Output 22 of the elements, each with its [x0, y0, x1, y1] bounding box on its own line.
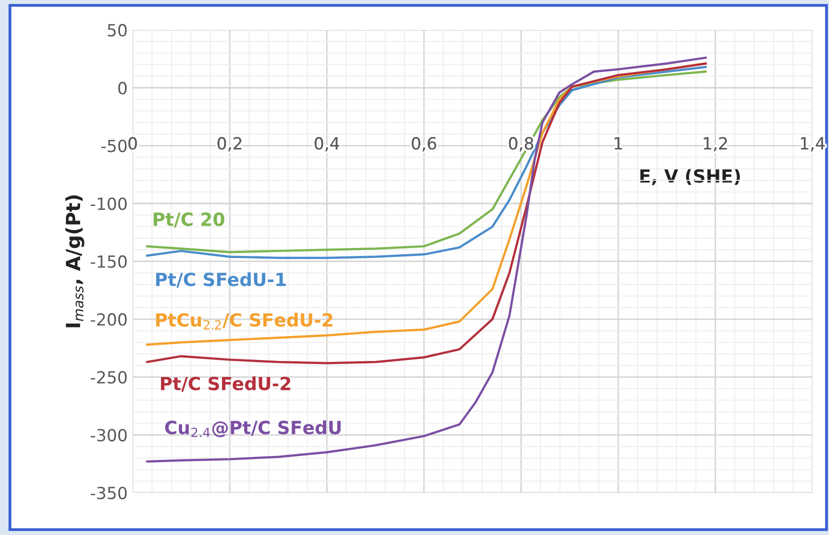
x-tick-label: 0,6 — [412, 137, 436, 152]
y-tick-label: -200 — [90, 313, 127, 326]
x-tick-label: 0 — [128, 137, 137, 150]
x-tick-label: 0,4 — [314, 137, 340, 152]
y-tick-label: -300 — [90, 428, 127, 442]
x-tick-label: 0,2 — [218, 137, 242, 152]
y-tick-label: -100 — [90, 197, 127, 210]
y-axis-title: I$_{mass}$, A/g(Pt) — [65, 195, 84, 328]
y-tick-label: -150 — [90, 255, 127, 268]
y-tick-label: -50 — [101, 140, 127, 152]
y-tick-label: -250 — [90, 371, 127, 384]
x-tick-label: 1,4 — [801, 137, 825, 152]
y-tick-label: 0 — [118, 82, 127, 94]
series-label: Pt/C SFedU-2 — [161, 376, 290, 392]
x-tick-label: 1,2 — [704, 137, 727, 152]
series-label: PtCu$_{2.2}$/C SFedU-2 — [156, 312, 332, 330]
series-label: Pt/C SFedU-1 — [156, 272, 286, 288]
x-tick-label: 1 — [614, 137, 622, 150]
series-label: Pt/C 20 — [154, 212, 224, 228]
series-label: Cu$_{2.4}$@Pt/C SFedU — [165, 420, 341, 438]
y-tick-label: 50 — [108, 24, 127, 37]
y-tick-label: -350 — [90, 486, 127, 500]
